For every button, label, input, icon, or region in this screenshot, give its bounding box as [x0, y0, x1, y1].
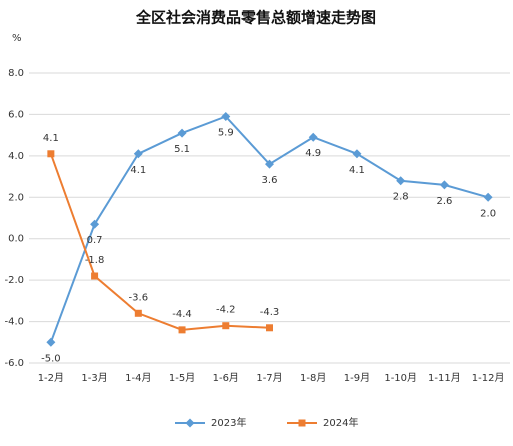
point [308, 132, 318, 142]
x-tick-label: 1-7月 [256, 372, 282, 384]
point [177, 128, 187, 138]
data-label: 4.1 [130, 165, 146, 176]
point [352, 149, 362, 159]
y-tick-label: 4.0 [8, 151, 24, 162]
x-tick-label: 1-6月 [213, 372, 239, 384]
point [396, 176, 406, 186]
x-tick-label: 1-8月 [300, 372, 326, 384]
data-label: 5.1 [174, 144, 190, 155]
y-tick-label: 0.0 [8, 234, 24, 245]
legend-label: 2024年 [323, 416, 358, 429]
x-tick-label: 1-9月 [344, 372, 370, 384]
point [439, 180, 449, 190]
point [222, 322, 230, 330]
point [91, 272, 99, 280]
data-label: -4.2 [216, 305, 236, 316]
data-label: -4.3 [260, 307, 280, 318]
point [185, 418, 195, 428]
legend-label: 2023年 [211, 416, 246, 429]
data-label: 4.9 [305, 148, 321, 159]
data-label: 5.9 [218, 128, 234, 139]
point [46, 337, 56, 347]
data-label: 2.0 [480, 208, 496, 219]
y-tick-label: 6.0 [8, 109, 24, 120]
data-label: 4.1 [349, 165, 365, 176]
y-tick-label: -4.0 [4, 317, 24, 328]
data-label: -5.0 [41, 353, 61, 364]
point [90, 219, 100, 229]
data-label: 2.6 [436, 196, 452, 207]
x-tick-label: 1-10月 [384, 372, 417, 384]
y-tick-label: -6.0 [4, 358, 24, 369]
y-unit: % [12, 33, 22, 44]
data-label: -4.4 [172, 309, 192, 320]
x-tick-label: 1-12月 [472, 372, 505, 384]
data-label: 3.6 [262, 175, 278, 186]
x-tick-label: 1-5月 [169, 372, 195, 384]
data-label: -3.6 [129, 292, 149, 303]
point [133, 149, 143, 159]
x-tick-label: 1-2月 [38, 372, 64, 384]
data-label: 0.7 [87, 235, 103, 246]
x-tick-label: 1-3月 [81, 372, 107, 384]
data-label: 2.8 [393, 192, 409, 203]
point [134, 309, 142, 317]
point [47, 150, 55, 158]
x-tick-label: 1-4月 [125, 372, 151, 384]
point [265, 159, 274, 169]
point [298, 419, 306, 427]
point [266, 324, 273, 332]
series-line [49, 153, 270, 331]
y-tick-label: -2.0 [4, 275, 24, 286]
point [483, 192, 493, 202]
data-label: -1.8 [85, 255, 105, 266]
x-tick-label: 1-11月 [428, 372, 461, 384]
data-label: 4.1 [43, 133, 59, 144]
chart-title: 全区社会消费品零售总额增速走势图 [135, 9, 376, 27]
point [178, 326, 186, 334]
y-tick-label: 2.0 [8, 192, 24, 203]
y-tick-label: 8.0 [8, 68, 24, 79]
point [221, 112, 231, 121]
